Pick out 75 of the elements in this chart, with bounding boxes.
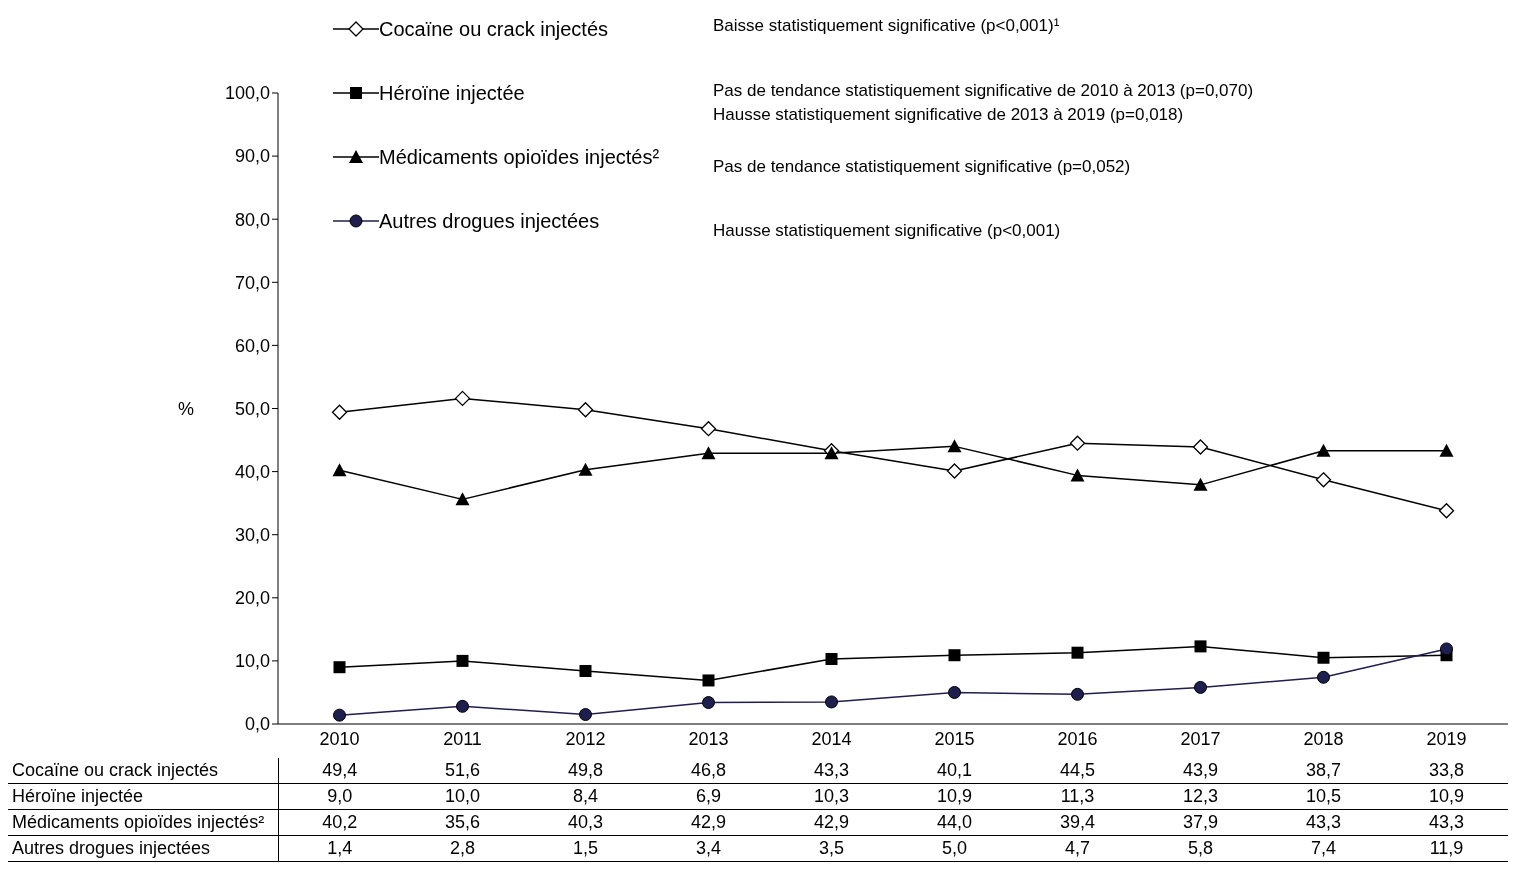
data-label: 5,8 — [1187, 837, 1214, 860]
data-label: 42,9 — [689, 811, 727, 834]
data-label: 33,8 — [1427, 759, 1465, 782]
y-tick-label: 70,0 — [234, 272, 270, 293]
data-label: 2,8 — [449, 837, 476, 860]
legend-label: Autres drogues injectées — [379, 209, 600, 233]
annotation: Hausse statistiquement significative de 2013 à 2019 (p=0,018) — [713, 105, 1185, 126]
legend-label: Médicaments opioïdes injectés² — [379, 145, 660, 169]
data-label: 35,6 — [443, 811, 481, 834]
data-label: 39,4 — [1058, 811, 1096, 834]
data-label: 11,3 — [1059, 785, 1096, 808]
text: Héroïne injectée — [12, 786, 144, 806]
data-label: 43,3 — [812, 759, 850, 782]
data-label: 44,5 — [1058, 759, 1096, 782]
x-tick-label: 2012 — [565, 728, 606, 749]
annotation: Pas de tendance statistiquement significative de 2010 à 2013 (p=0,070) — [713, 81, 1254, 102]
y-tick-label: 50,0 — [234, 398, 270, 419]
annotation: Hausse statistiquement significative (p<0,001) — [713, 221, 1062, 242]
annotation: Pas de tendance statistiquement significative (p=0,052) — [713, 157, 1132, 178]
x-tick-label: 2010 — [319, 728, 360, 749]
y-tick-label: 80,0 — [234, 209, 270, 230]
data-label: 38,7 — [1304, 759, 1342, 782]
data-label: 7,4 — [1310, 837, 1337, 860]
text: Autres drogues injectées — [12, 838, 211, 858]
data-label: 6,9 — [695, 785, 722, 808]
data-label: 10,3 — [812, 785, 850, 808]
data-label: 1,5 — [572, 837, 599, 860]
data-label: 1,4 — [326, 837, 354, 860]
data-label: 10,9 — [935, 785, 973, 808]
y-tick-label: 40,0 — [234, 461, 270, 482]
data-label: 3,5 — [818, 837, 845, 860]
data-label: 46,8 — [689, 759, 727, 782]
x-tick-label: 2013 — [688, 728, 729, 749]
data-label: 40,1 — [935, 759, 973, 782]
x-tick-label: 2017 — [1180, 728, 1221, 749]
data-label: 8,4 — [572, 785, 599, 808]
data-label: 43,3 — [1304, 811, 1342, 834]
data-label: 42,9 — [812, 811, 850, 834]
data-label: 4,7 — [1064, 837, 1091, 860]
y-tick-label: 90,0 — [234, 146, 270, 167]
data-label: 5,0 — [941, 837, 968, 860]
data-label: 43,3 — [1427, 811, 1465, 834]
data-label: 44,0 — [935, 811, 973, 834]
text: Médicaments opioïdes injectés² — [12, 812, 265, 832]
y-tick-label: 100,0 — [224, 83, 270, 104]
legend-label: Cocaïne ou crack injectés — [379, 17, 609, 41]
text: Cocaïne ou crack injectés — [12, 760, 219, 780]
x-tick-label: 2015 — [934, 728, 975, 749]
data-label: 37,9 — [1181, 811, 1219, 834]
x-tick-label: 2011 — [443, 728, 482, 749]
text: Baisse statistiquement significative (p<0,001)¹ — [713, 16, 1061, 37]
data-label: 40,2 — [321, 811, 359, 834]
data-label: 51,6 — [443, 759, 481, 782]
data-label: 49,8 — [566, 759, 604, 782]
x-tick-label: 2018 — [1303, 728, 1344, 749]
data-label: 10,9 — [1427, 785, 1465, 808]
y-tick-label: 10,0 — [234, 651, 270, 672]
data-label: 10,5 — [1304, 785, 1342, 808]
data-label: 49,4 — [321, 759, 359, 782]
data-label: 10,0 — [443, 785, 481, 808]
legend-label: Héroïne injectée — [379, 81, 525, 105]
y-axis-title: % — [178, 398, 195, 419]
data-label: 40,3 — [566, 811, 604, 834]
data-label: 3,4 — [695, 837, 722, 860]
x-tick-label: 2016 — [1057, 728, 1098, 749]
x-tick-label: 2019 — [1426, 728, 1467, 749]
data-label: 43,9 — [1181, 759, 1219, 782]
data-label: 12,3 — [1181, 785, 1219, 808]
y-tick-label: 0,0 — [244, 714, 270, 735]
data-label: 11,9 — [1428, 837, 1465, 860]
y-tick-label: 60,0 — [234, 335, 270, 356]
data-label: 9,0 — [326, 785, 354, 808]
y-tick-label: 20,0 — [234, 588, 270, 609]
x-tick-label: 2014 — [811, 728, 852, 749]
y-tick-label: 30,0 — [234, 525, 270, 546]
